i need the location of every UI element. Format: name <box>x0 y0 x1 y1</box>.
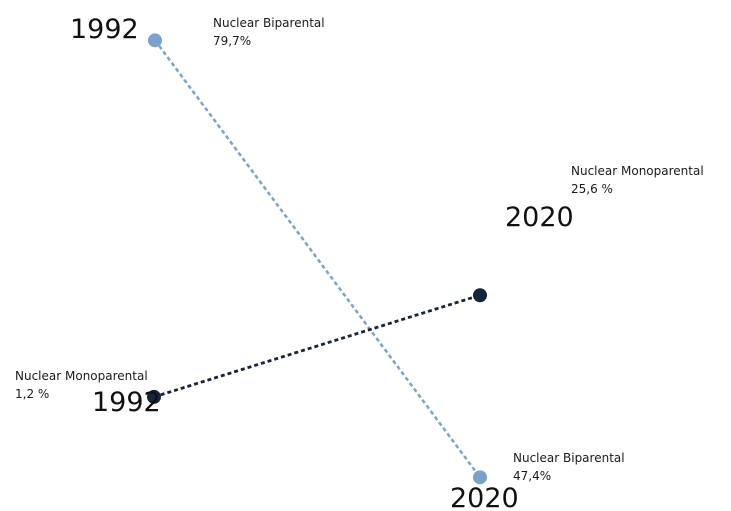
point-nuclear-monoparental-1992 <box>147 389 161 404</box>
year-label-biparental-end: 2020 <box>450 483 519 511</box>
value-label-monoparental-end: 25,6 % <box>571 182 613 196</box>
year-label-biparental-start: 1992 <box>70 14 139 45</box>
value-label-biparental-start: 79,7% <box>213 34 251 48</box>
point-nuclear-biparental-1992 <box>148 33 162 48</box>
connector-line-nuclear-monoparental <box>153 293 481 399</box>
point-nuclear-biparental-2020 <box>473 470 487 485</box>
connector-line-nuclear-biparental <box>153 39 482 479</box>
year-label-monoparental-end: 2020 <box>505 202 574 233</box>
value-label-monoparental-start: 1,2 % <box>15 387 49 401</box>
category-label-monoparental-end: Nuclear Monoparental <box>571 164 704 178</box>
point-nuclear-monoparental-2020 <box>473 288 487 303</box>
category-label-biparental-start: Nuclear Biparental <box>213 16 325 30</box>
year-label-monoparental-start: 1992 <box>92 387 161 418</box>
category-label-monoparental-start: Nuclear Monoparental <box>15 369 148 383</box>
category-label-biparental-end: Nuclear Biparental <box>513 451 625 465</box>
value-label-biparental-end: 47,4% <box>513 469 551 483</box>
